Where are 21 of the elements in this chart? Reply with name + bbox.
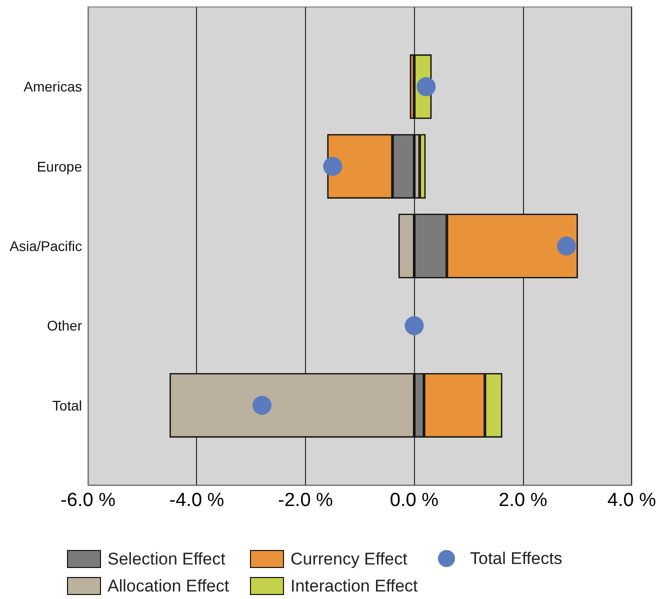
x-tick-label: 2.0 % xyxy=(498,490,548,511)
y-tick-label: Other xyxy=(46,318,82,334)
point xyxy=(556,236,576,256)
x-tick-label: -4.0 % xyxy=(169,490,224,511)
y-tick-label: Americas xyxy=(24,78,82,95)
legend-label: Selection Effect xyxy=(108,550,226,568)
x-tick-label: 4.0 % xyxy=(607,490,656,511)
legend-label: Currency Effect xyxy=(290,550,408,568)
x-tick-label: -2.0 % xyxy=(278,490,334,511)
point xyxy=(416,77,436,96)
y-tick-label: Europe xyxy=(36,158,82,174)
legend-label: Total Effects xyxy=(470,549,562,568)
point xyxy=(323,156,342,176)
legend-label: Interaction Effect xyxy=(290,576,418,596)
x-tick-label: -6.0 % xyxy=(60,490,116,511)
point xyxy=(252,396,272,415)
legend-label: Allocation Effect xyxy=(108,576,230,596)
point xyxy=(404,316,424,336)
y-tick-label: Total xyxy=(52,397,82,414)
y-tick-label: Asia/Pacific xyxy=(10,238,82,254)
x-tick-label: 0.0 % xyxy=(390,490,439,511)
